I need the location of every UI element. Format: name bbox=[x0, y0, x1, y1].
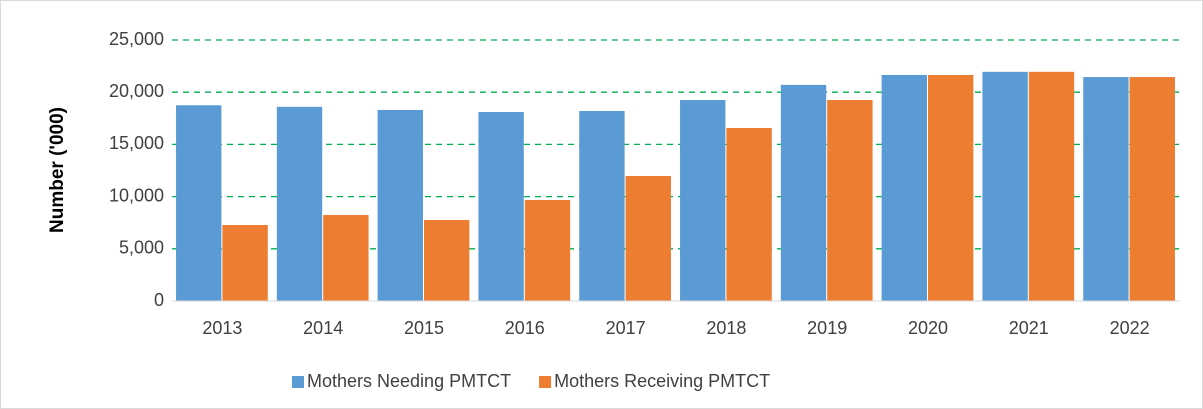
bar bbox=[780, 84, 827, 301]
x-tick-label: 2013 bbox=[202, 318, 242, 338]
y-tick-label: 10,000 bbox=[109, 185, 164, 205]
bar bbox=[478, 112, 524, 301]
bar bbox=[1028, 71, 1075, 301]
legend-label: Mothers Receiving PMTCT bbox=[554, 371, 770, 391]
bar bbox=[928, 74, 974, 301]
bar bbox=[176, 105, 222, 301]
bar bbox=[726, 128, 772, 301]
bar bbox=[323, 214, 369, 301]
bar bbox=[680, 100, 726, 301]
bar bbox=[524, 200, 571, 301]
bar bbox=[377, 109, 423, 301]
y-tick-label: 15,000 bbox=[109, 133, 164, 153]
bar bbox=[881, 74, 927, 301]
x-tick-label: 2016 bbox=[505, 318, 545, 338]
y-axis-label: Number ('000) bbox=[47, 107, 68, 233]
bar bbox=[827, 100, 873, 301]
x-tick-label: 2020 bbox=[908, 318, 948, 338]
legend-label: Mothers Needing PMTCT bbox=[307, 371, 511, 391]
bar bbox=[424, 219, 470, 301]
bar bbox=[982, 71, 1028, 301]
bar bbox=[579, 110, 625, 301]
legend-swatch bbox=[539, 376, 552, 388]
legend-swatch bbox=[292, 376, 304, 388]
y-tick-label: 0 bbox=[154, 290, 164, 310]
bar bbox=[276, 106, 323, 301]
y-tick-label: 5,000 bbox=[119, 238, 164, 258]
bar bbox=[625, 176, 671, 301]
x-tick-label: 2022 bbox=[1110, 318, 1150, 338]
y-tick-label: 20,000 bbox=[109, 81, 164, 101]
x-tick-label: 2019 bbox=[807, 318, 847, 338]
x-tick-label: 2014 bbox=[303, 318, 343, 338]
y-tick-label: 25,000 bbox=[109, 29, 164, 49]
bar bbox=[1083, 77, 1129, 301]
bar bbox=[1129, 77, 1175, 301]
x-tick-label: 2021 bbox=[1009, 318, 1049, 338]
x-tick-label: 2015 bbox=[404, 318, 444, 338]
x-tick-label: 2018 bbox=[706, 318, 746, 338]
x-tick-label: 2017 bbox=[606, 318, 646, 338]
bar bbox=[222, 224, 268, 301]
